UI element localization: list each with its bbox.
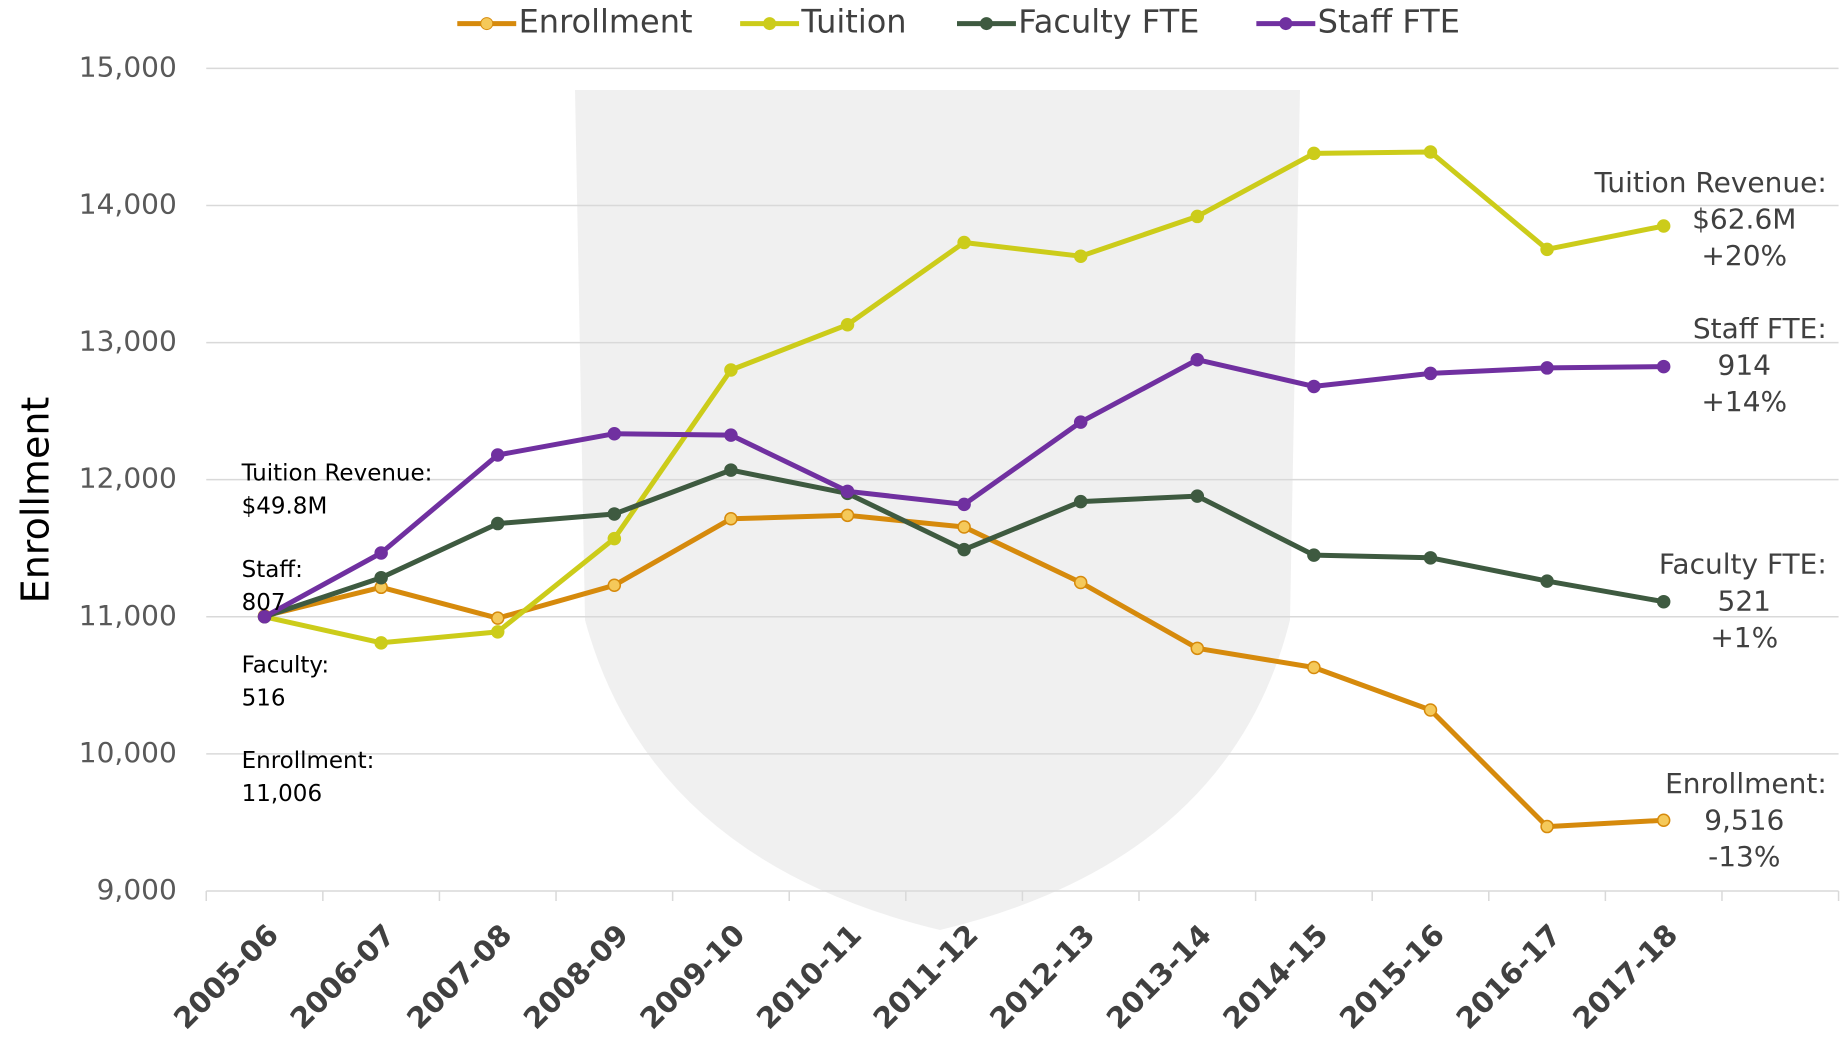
x-tick-label: 2005-06	[167, 918, 285, 1036]
annotation: Tuition Revenue:	[241, 460, 433, 486]
annotation: +20%	[1701, 239, 1787, 272]
data-point	[1191, 210, 1203, 222]
legend-label: Faculty FTE	[1018, 3, 1199, 41]
legend-marker	[1280, 18, 1292, 30]
data-point	[1658, 220, 1670, 232]
x-tick-label: 2007-08	[400, 918, 518, 1036]
annotation: 914	[1718, 349, 1771, 382]
annotation: 521	[1718, 584, 1771, 617]
y-tick-label: 14,000	[79, 187, 177, 220]
data-point	[1308, 380, 1320, 392]
chart: Enrollment 9,000 10,000 11,000 12,000 13,000…	[0, 0, 1848, 1049]
data-point	[725, 513, 737, 525]
x-tick-label: 2017-18	[1566, 918, 1684, 1036]
data-point	[375, 547, 387, 559]
legend-label: Tuition	[800, 3, 906, 41]
data-point	[1541, 243, 1553, 255]
annotation: 9,516	[1704, 803, 1784, 836]
data-point	[1658, 361, 1670, 373]
annotation: $62.6M	[1692, 202, 1796, 235]
data-point	[1658, 814, 1670, 826]
data-point	[1308, 147, 1320, 159]
x-tick-label: 2013-14	[1100, 918, 1218, 1036]
data-point	[842, 509, 854, 521]
y-tick-label: 10,000	[79, 736, 177, 769]
annotation: Enrollment:	[1665, 767, 1827, 800]
data-point	[1658, 596, 1670, 608]
data-point	[1191, 354, 1203, 366]
data-point	[1541, 362, 1553, 374]
data-point	[958, 498, 970, 510]
annotation: Staff:	[242, 557, 303, 583]
y-tick-label: 13,000	[79, 325, 177, 358]
data-point	[958, 521, 970, 533]
legend-marker	[764, 18, 776, 30]
data-point	[492, 612, 504, 624]
data-point	[375, 572, 387, 584]
x-tick-label: 2014-15	[1216, 918, 1334, 1036]
data-point	[1541, 575, 1553, 587]
x-tick-label: 2012-13	[983, 918, 1101, 1036]
data-point	[492, 626, 504, 638]
data-point	[492, 518, 504, 530]
data-point	[1075, 416, 1087, 428]
data-point	[608, 533, 620, 545]
annotation: Enrollment:	[242, 748, 375, 774]
data-point	[725, 364, 737, 376]
annotation: +14%	[1701, 385, 1787, 418]
data-point	[608, 428, 620, 440]
data-point	[608, 579, 620, 591]
data-point	[958, 236, 970, 248]
data-point	[1424, 552, 1436, 564]
data-point	[842, 485, 854, 497]
legend-label: Staff FTE	[1318, 3, 1460, 41]
annotation: Staff FTE:	[1693, 312, 1827, 345]
y-tick-label: 9,000	[97, 873, 177, 906]
legend-marker	[481, 18, 493, 30]
data-point	[1075, 250, 1087, 262]
data-point	[375, 637, 387, 649]
y-tick-label: 12,000	[79, 462, 177, 495]
data-point	[1191, 490, 1203, 502]
x-tick-label: 2009-10	[633, 918, 751, 1036]
data-point	[1424, 367, 1436, 379]
annotation: $49.8M	[242, 493, 328, 519]
y-tick-label: 11,000	[79, 599, 177, 632]
y-tick-label: 15,000	[79, 50, 177, 83]
annotation: 807	[242, 590, 286, 616]
x-tick-label: 2010-11	[750, 918, 868, 1036]
annotation: Faculty:	[242, 652, 330, 678]
data-point	[725, 429, 737, 441]
annotation: 11,006	[242, 781, 322, 807]
x-tick-label: 2008-09	[517, 918, 635, 1036]
data-point	[608, 508, 620, 520]
annotation: Tuition Revenue:	[1593, 166, 1826, 199]
legend-marker	[980, 18, 992, 30]
annotation: +1%	[1710, 621, 1778, 654]
data-point	[492, 449, 504, 461]
x-tick-label: 2006-07	[284, 918, 402, 1036]
x-tick-label: 2016-17	[1450, 918, 1568, 1036]
annotation: 516	[242, 685, 286, 711]
annotation: -13%	[1708, 840, 1780, 873]
y-axis-label: Enrollment	[14, 397, 58, 604]
data-point	[842, 319, 854, 331]
annotation: Faculty FTE:	[1659, 548, 1827, 581]
data-point	[1541, 821, 1553, 833]
data-point	[725, 464, 737, 476]
data-point	[958, 544, 970, 556]
x-tick-label: 2015-16	[1333, 918, 1451, 1036]
data-point	[1075, 577, 1087, 589]
data-point	[1308, 662, 1320, 674]
data-point	[1424, 704, 1436, 716]
legend-label: Enrollment	[519, 3, 693, 41]
x-tick-label: 2011-12	[867, 918, 985, 1036]
data-point	[1424, 146, 1436, 158]
data-point	[1075, 496, 1087, 508]
data-point	[1308, 549, 1320, 561]
data-point	[1191, 642, 1203, 654]
